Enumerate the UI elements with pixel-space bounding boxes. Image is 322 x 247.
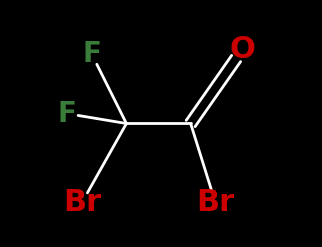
- Text: Br: Br: [196, 188, 234, 217]
- Text: O: O: [230, 35, 255, 64]
- Text: F: F: [58, 100, 77, 128]
- Text: Br: Br: [63, 188, 101, 217]
- Text: F: F: [82, 40, 101, 68]
